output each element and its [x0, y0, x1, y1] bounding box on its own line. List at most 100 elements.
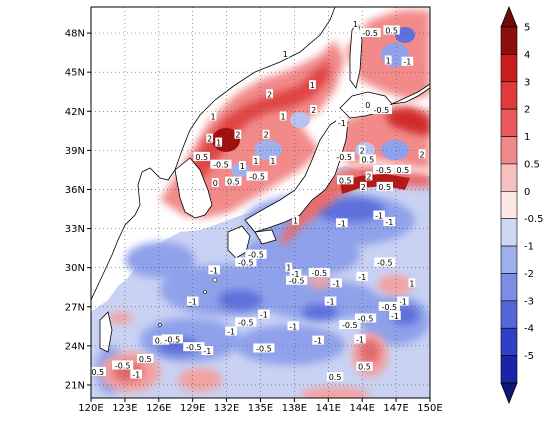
contour-label: -1	[189, 298, 197, 307]
contour-label: 2	[360, 146, 365, 155]
contour-label: -1	[332, 279, 340, 288]
contour-label-bg	[286, 275, 308, 285]
contour-label: 0.5	[139, 355, 152, 364]
contour-label: 0.5	[329, 373, 342, 382]
contour-label-bg	[359, 154, 377, 164]
shikoku	[254, 229, 277, 245]
contour-label: -0.5	[248, 251, 264, 260]
contour-label: 2	[207, 135, 212, 144]
lat-tick-label: 30N	[65, 263, 85, 274]
contour-label: -0.5	[165, 335, 181, 344]
contour-label: 2	[311, 106, 316, 115]
contour-label-bg	[378, 301, 400, 311]
contour-label-bg	[183, 342, 205, 352]
lon-tick-label: 126E	[146, 403, 171, 414]
colorbar-label: -0.5	[524, 214, 544, 225]
contour-label-bg	[235, 257, 257, 267]
contour-label-bg	[211, 177, 219, 187]
contour-label: -0.5	[358, 314, 374, 323]
contour-label-bg	[373, 210, 385, 220]
colorbar: 5 4 3 2 1 0.5 0 -0.5 -1 -2 -3 -4 -5	[500, 5, 544, 405]
contour-label-bg	[337, 175, 354, 185]
contour-label-bg	[364, 99, 372, 109]
contour-label-bg	[279, 111, 287, 121]
colorbar-label: -2	[524, 269, 534, 280]
contour-label: -0.5	[249, 172, 265, 181]
contour-label-bg	[266, 89, 273, 99]
contour-label: -1	[292, 270, 300, 279]
cool-eddy	[254, 140, 282, 160]
contour-label-bg	[401, 56, 414, 66]
colorbar-label: 3	[524, 77, 530, 88]
contour-label: 1	[281, 112, 286, 121]
lat-tick-label: 21N	[65, 380, 85, 391]
colorbar-label: 4	[524, 50, 530, 61]
lon-tick-label: 123E	[112, 403, 137, 414]
colorbar-swatch	[500, 191, 518, 219]
contour-label: -0.5	[289, 277, 305, 286]
contour-label: -1	[338, 219, 346, 228]
colorbar-swatch	[500, 54, 518, 83]
colorbar-swatch	[500, 245, 518, 274]
contour-label: -1	[399, 298, 407, 307]
contour-label-bg	[225, 176, 242, 186]
latitude-axis: 21N 24N 27N 30N 33N 36N 39N 42N 45N 48N	[65, 29, 91, 391]
colorbar-label: -3	[524, 296, 534, 307]
contour-label: -0.5	[186, 343, 202, 352]
contour-label-bg	[359, 28, 381, 38]
contour-label: 0	[213, 179, 218, 188]
colorbar-swatch	[500, 81, 518, 110]
lon-tick-label: 150E	[417, 403, 442, 414]
contour-label: 0.5	[358, 363, 371, 372]
contour-label: -1	[338, 119, 346, 128]
contour-label-bg	[330, 278, 343, 288]
contour-label: 0.5	[155, 337, 168, 346]
contour-label: 2	[366, 172, 371, 181]
contour-label-bg	[186, 296, 199, 306]
colorbar-swatch	[500, 163, 518, 192]
contour-labels: 122 1210.5-0.50.5-0.5111211211-0.5-0.5-1-…	[91, 18, 426, 382]
contour-label: 0.5	[339, 176, 352, 185]
contour-label-bg	[130, 369, 142, 379]
contour-label: 1	[353, 20, 358, 29]
contour-label: 0.5	[378, 183, 391, 192]
contour-label-bg	[285, 262, 293, 272]
contour-label: -1	[210, 266, 218, 275]
colorbar-label: 5	[524, 23, 530, 34]
contour-label-bg	[201, 346, 214, 356]
contour-label: -0.5	[256, 344, 272, 353]
colorbar-label: -4	[524, 324, 534, 335]
contour-label-bg	[376, 181, 393, 191]
colorbar-label: 0.5	[524, 159, 540, 170]
contour-label-bg	[258, 309, 270, 319]
contour-label: 1	[216, 139, 221, 148]
contour-label: -1	[327, 298, 335, 307]
contour-label: -1	[356, 335, 364, 344]
contour-label: -0.5	[238, 258, 254, 267]
contour-label: 0.5	[361, 155, 374, 164]
korea-peninsula	[174, 157, 213, 219]
contour-label: 0.5	[385, 26, 398, 35]
colorbar-label: -1	[524, 242, 534, 253]
contour-label-bg	[292, 215, 299, 225]
contour-label: -0.5	[115, 361, 131, 370]
contour-label-bg	[312, 335, 324, 345]
contour-label-bg	[383, 217, 396, 227]
ryukyu-islands	[158, 277, 218, 327]
contour-label-bg	[356, 361, 373, 371]
lat-tick-label: 27N	[65, 302, 85, 313]
contour-label-bg	[310, 104, 318, 114]
contour-label-bg	[418, 149, 426, 159]
colorbar-swatch	[500, 300, 518, 329]
contour-label: 0.5	[397, 166, 410, 175]
colorbar-label: 2	[524, 105, 530, 116]
contour-label: 0.5	[195, 153, 208, 162]
colorbar-over-arrow	[500, 5, 518, 28]
lon-tick-label: 120E	[78, 403, 103, 414]
honshu	[244, 117, 349, 233]
colorbar-label: 1	[524, 132, 530, 143]
contour-label-bg	[245, 249, 267, 259]
lat-tick-label: 42N	[65, 107, 85, 118]
contour-label-bg	[234, 129, 242, 139]
colorbar-swatch	[500, 355, 518, 384]
